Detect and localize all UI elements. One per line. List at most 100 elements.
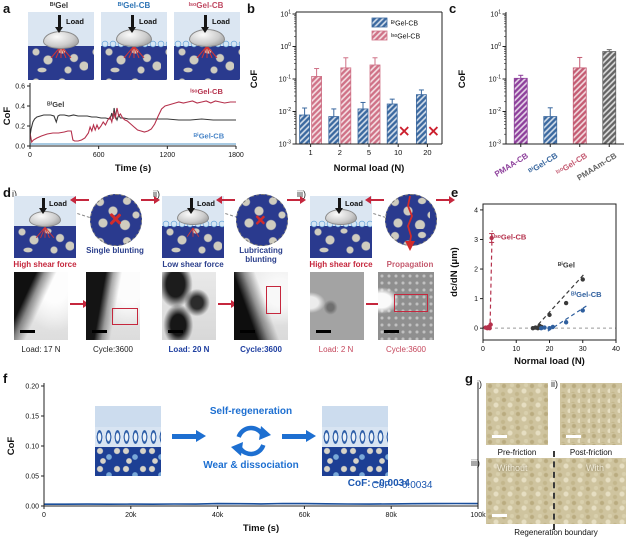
svg-text:0.15: 0.15: [25, 414, 39, 421]
load-label: Load: [66, 17, 84, 26]
svg-text:0.4: 0.4: [15, 104, 25, 111]
sub-g-iii-label: iii): [471, 458, 480, 468]
cycle-caption-i: Cycle:3600: [92, 345, 134, 354]
brush-layer: [322, 427, 388, 447]
svg-text:10-1: 10-1: [279, 75, 291, 84]
svg-text:0: 0: [481, 346, 485, 353]
load-label: Load: [197, 199, 215, 208]
panel-d-label: d: [3, 185, 11, 200]
boundary-dashed-line: [553, 451, 555, 530]
svg-text:1800: 1800: [228, 152, 244, 159]
inset-caption-iii: Propagation: [386, 260, 434, 269]
panel-f-label: f: [3, 371, 8, 386]
scale-bar: [316, 330, 331, 333]
micrograph-i-before: [14, 272, 68, 340]
svg-text:3: 3: [474, 237, 478, 244]
micrograph-pre-friction: [486, 383, 548, 445]
svg-text:ᴮⁱGel-CB: ᴮⁱGel-CB: [194, 132, 225, 141]
svg-text:10: 10: [394, 148, 402, 157]
svg-text:ᴮⁱGel-CB: ᴮⁱGel-CB: [571, 290, 602, 299]
cof-load-bar-chart: ᴮⁱGel-CB ᴵˢᵒGel-CB 101 100 10-1 10-2 10-3 1 2 5 10…: [249, 10, 443, 174]
with-label: With: [586, 463, 604, 473]
crack-stop-x-icon: [254, 214, 265, 225]
gel-state-before-illustration: [95, 406, 161, 476]
load-label: Load: [212, 17, 230, 26]
brush-layer: [95, 427, 161, 447]
svg-text:Time (s): Time (s): [243, 523, 279, 534]
svg-text:Time (s): Time (s): [115, 163, 151, 174]
svg-text:30: 30: [579, 346, 587, 353]
force-caption-iii: High shear force: [309, 260, 373, 269]
sub-ii-label: ii): [153, 189, 160, 199]
svg-text:0.00: 0.00: [25, 504, 39, 511]
process-arrow-icon: [172, 430, 206, 442]
svg-text:CoF: CoF: [2, 107, 13, 126]
scale-bar: [92, 330, 107, 333]
svg-text:dc/dN (μm): dc/dN (μm): [449, 247, 460, 297]
gel-schematic-bigel: Load: [28, 12, 94, 80]
crack-lines-icon: [196, 45, 218, 58]
cycle-arrows-icon: [231, 425, 271, 457]
indenter: [43, 31, 79, 49]
micrograph-iii-before: [310, 272, 364, 340]
highlight-box: [112, 308, 138, 325]
load-label: Load: [345, 199, 363, 208]
svg-text:101: 101: [490, 10, 501, 19]
schematic-title-bigel-cb: ᴮⁱGel-CB: [117, 1, 151, 10]
scale-bar: [20, 330, 35, 333]
porous-gel-texture: [310, 225, 372, 258]
svg-text:60k: 60k: [299, 512, 311, 519]
highlight-box: [394, 294, 428, 312]
svg-text:40: 40: [612, 346, 620, 353]
svg-text:0.10: 0.10: [25, 444, 39, 451]
sub-iii-label: iii): [297, 189, 306, 199]
inset-caption-ii: Lubricating blunting: [239, 246, 283, 265]
svg-text:100k: 100k: [470, 512, 486, 519]
svg-text:CoF: CoF: [249, 70, 260, 89]
load-arrow-icon: [128, 15, 135, 33]
scale-bar: [492, 514, 507, 517]
svg-text:ᴵˢᵒGel-CB: ᴵˢᵒGel-CB: [391, 34, 420, 41]
load-arrow-icon: [335, 198, 342, 214]
panel-a-label: a: [3, 1, 11, 16]
svg-text:0.05: 0.05: [25, 474, 39, 481]
svg-text:10-1: 10-1: [489, 75, 501, 84]
svg-text:0: 0: [42, 512, 46, 519]
scale-bar: [492, 435, 507, 438]
svg-text:2: 2: [338, 148, 342, 157]
crack-lines-icon: [35, 226, 55, 238]
porous-gel-texture: [322, 446, 388, 476]
svg-text:10-3: 10-3: [279, 140, 291, 149]
schematic-title-bigel: ᴮⁱGel: [49, 1, 69, 10]
sub-i-label: i): [12, 189, 17, 199]
without-label: Without: [497, 463, 528, 473]
post-friction-caption: Post-friction: [569, 448, 613, 457]
svg-text:Normal load (N): Normal load (N): [334, 163, 405, 174]
scale-bar: [168, 330, 183, 333]
load-arrow-icon: [187, 198, 194, 214]
gel-schematic-d-i: Load: [14, 196, 76, 258]
svg-text:PMAA-CB: PMAA-CB: [493, 151, 530, 179]
svg-text:1: 1: [309, 148, 313, 157]
svg-text:0.0: 0.0: [15, 144, 25, 151]
progress-arrow-icon: [70, 299, 89, 309]
gel-schematic-d-ii: Load: [162, 196, 224, 258]
shear-arrow-left-icon: [216, 195, 235, 205]
svg-text:4: 4: [474, 207, 478, 214]
svg-text:ᴮⁱGel: ᴮⁱGel: [47, 100, 64, 109]
sky-layer: [322, 406, 388, 427]
highlight-box: [266, 286, 281, 314]
svg-text:2: 2: [474, 267, 478, 274]
panel-c-label: c: [449, 1, 457, 16]
svg-text:10-3: 10-3: [489, 140, 501, 149]
svg-text:ᴮⁱGel: ᴮⁱGel: [558, 261, 575, 270]
svg-text:ᴮⁱGel-CB: ᴮⁱGel-CB: [391, 20, 418, 28]
micrograph-post-friction: [560, 383, 622, 445]
porous-gel-texture: [95, 446, 161, 476]
svg-text:5: 5: [367, 148, 371, 157]
long-term-cof-chart: 0.00 0.05 0.10 0.15 0.20 0 20k 40k 60k 80k 100k Tim…: [6, 383, 486, 534]
svg-text:0.6: 0.6: [15, 84, 25, 91]
micrograph-ii-before: [162, 272, 216, 340]
